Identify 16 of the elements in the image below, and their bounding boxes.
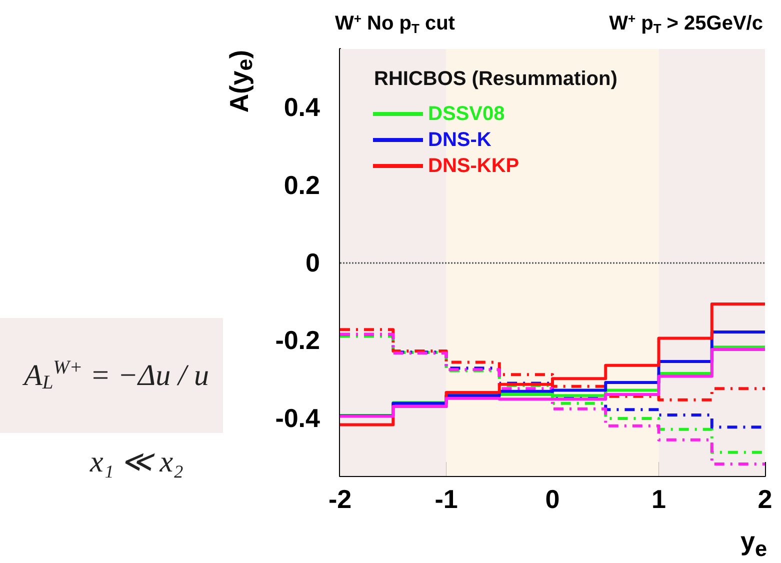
y-tick-label: 0.4 bbox=[284, 92, 321, 122]
y-tick-label: 0 bbox=[306, 248, 320, 278]
legend-label: DNS-KKP bbox=[428, 155, 520, 177]
y-tick-label: -0.4 bbox=[275, 402, 321, 433]
x-tick-label: -2 bbox=[328, 484, 352, 514]
x-tick-label: 2 bbox=[758, 484, 772, 514]
legend-label: DNS-K bbox=[428, 129, 492, 151]
x-tick-label: 0 bbox=[545, 484, 560, 514]
legend-title: RHICBOS (Resummation) bbox=[374, 68, 618, 90]
x-tick-label: -1 bbox=[434, 484, 458, 514]
x-axis-title: y$_{e}$ bbox=[740, 526, 767, 562]
y-tick-label: -0.2 bbox=[275, 325, 320, 356]
text: x₁ ≪ x₂ bbox=[89, 446, 184, 478]
y-tick-label: 0.2 bbox=[284, 170, 320, 200]
x-tick-label: 1 bbox=[652, 484, 666, 514]
legend-label: DSSV08 bbox=[428, 103, 505, 125]
